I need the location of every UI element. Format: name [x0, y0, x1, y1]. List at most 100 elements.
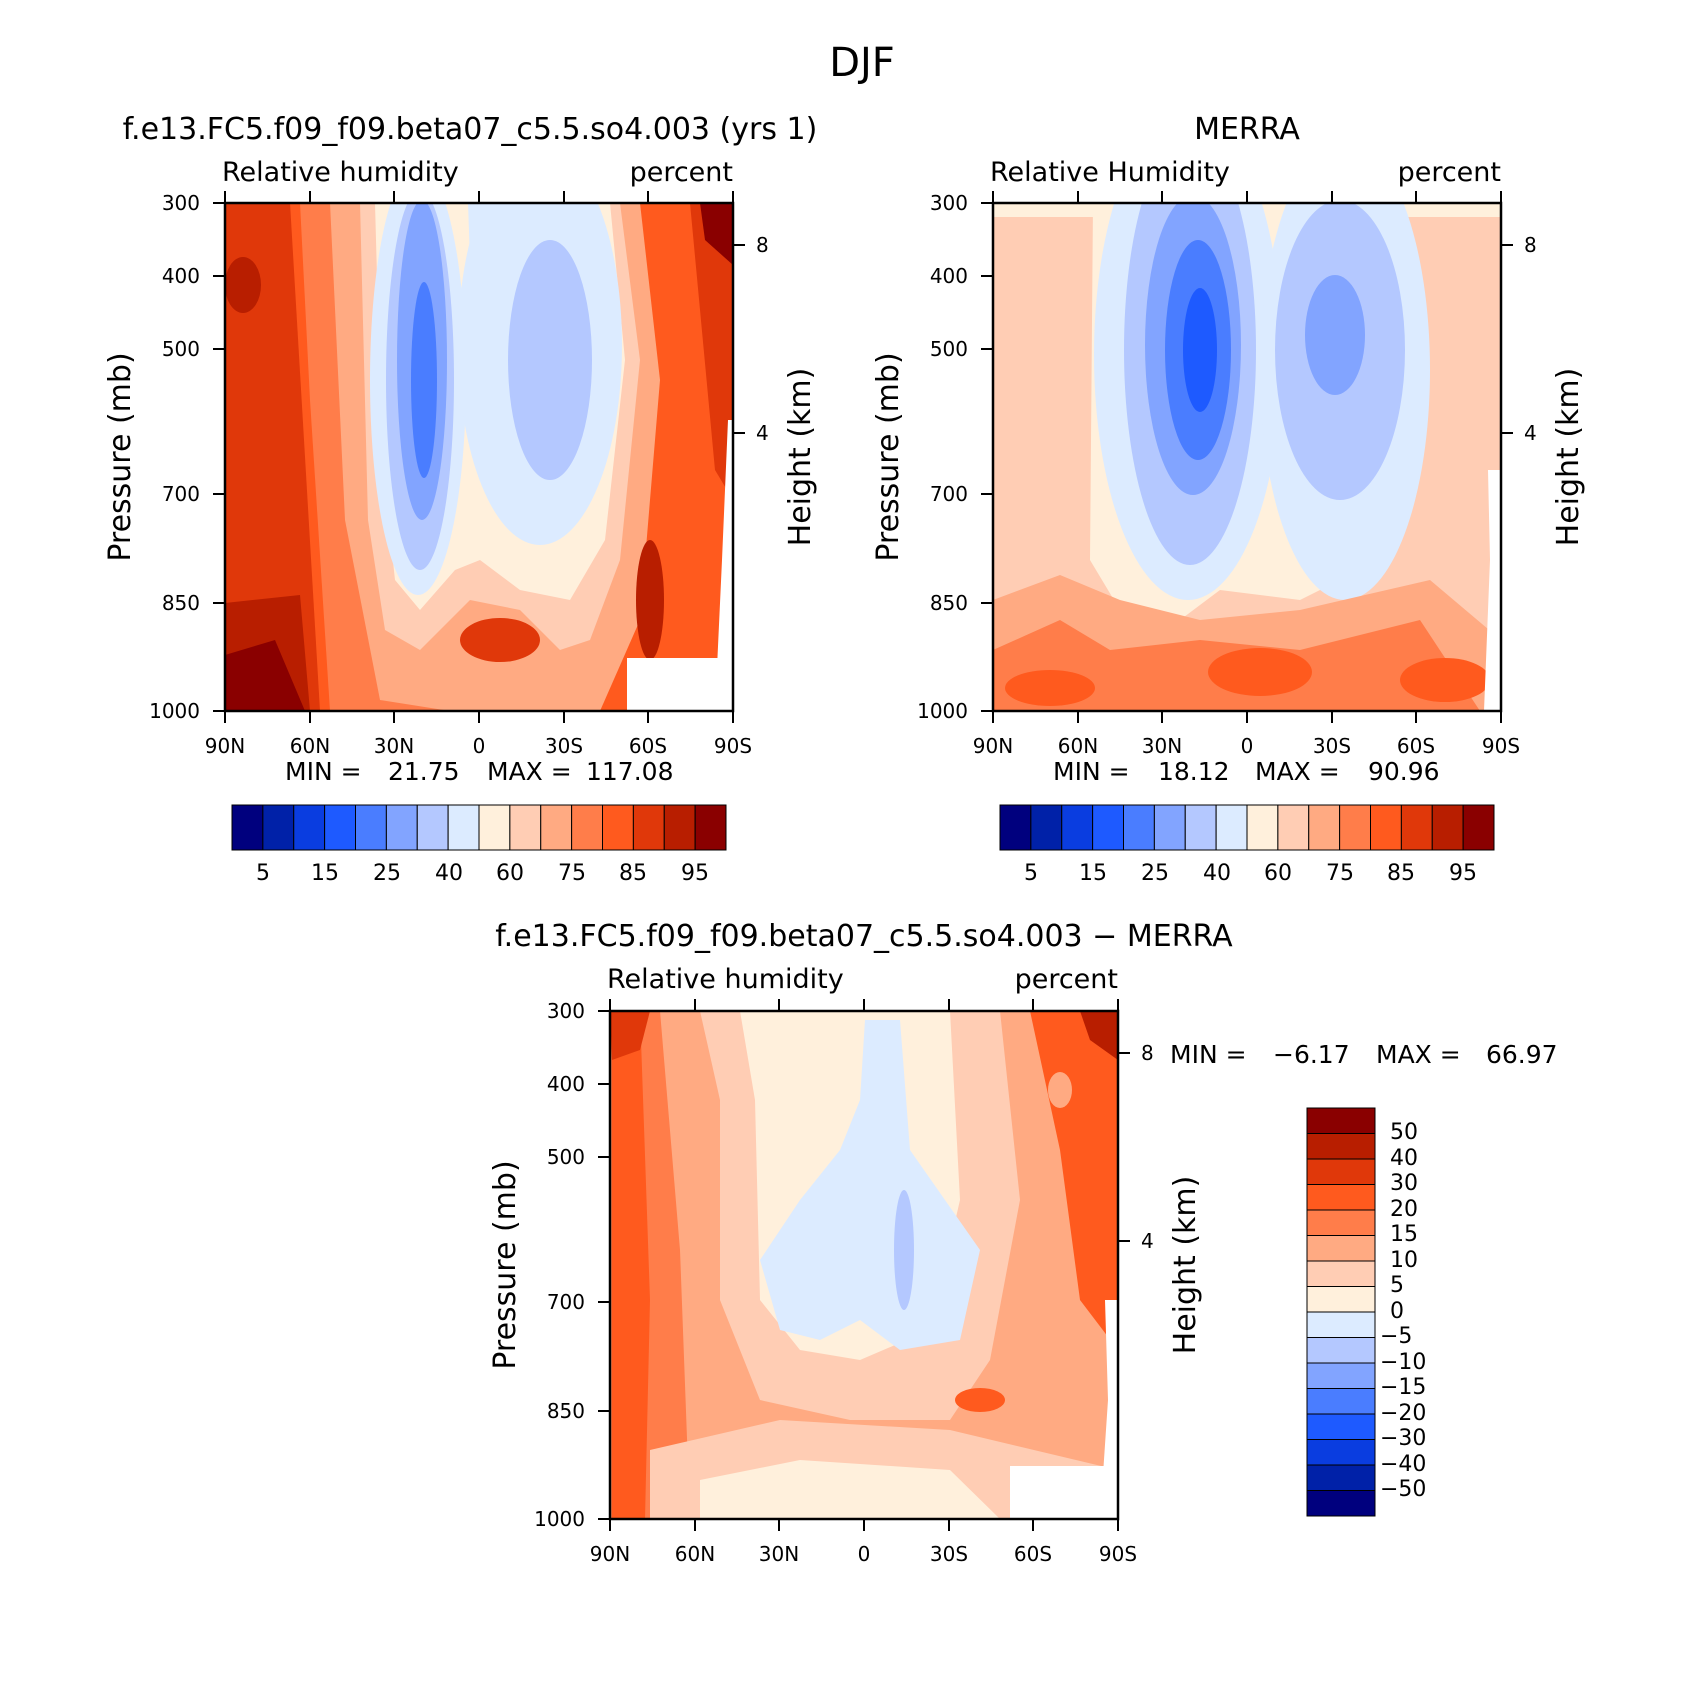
panel-model-colorbar-label: 85 [619, 861, 647, 886]
panel-difference-xtick: 90N [590, 1542, 630, 1566]
panel-merra-ticks [981, 191, 1513, 723]
panel-difference-colorbar-swatch [1306, 1388, 1376, 1415]
panel-model-colorbar-swatch [602, 804, 634, 851]
panel-model-ytick: 300 [162, 191, 200, 215]
panel-model-max-label: MAX = [487, 757, 572, 786]
panel-difference-ticks [598, 999, 1130, 1531]
panel-merra-xtick: 30N [1142, 734, 1182, 758]
panel-merra-ytick: 500 [930, 337, 968, 361]
panel-model-colorbar-swatch [663, 804, 696, 851]
panel-difference-xtick: 30N [759, 1542, 799, 1566]
panel-difference-colorbar-swatch [1306, 1107, 1376, 1134]
panel-difference-colorbar-swatch [1306, 1490, 1376, 1517]
panel-model-ticks [213, 191, 745, 723]
panel-difference-colorbar [1306, 1107, 1376, 1517]
panel-difference-ylabel: Pressure (mb) [488, 1160, 523, 1369]
panel-model-colorbar [231, 804, 727, 851]
panel-difference-colorbar-swatch [1306, 1260, 1376, 1287]
panel-merra-ytick: 850 [930, 591, 968, 615]
panel-merra-colorbar-swatch [1246, 804, 1279, 851]
panel-difference: f.e13.FC5.f09_f09.beta07_c5.5.so4.003 − … [488, 919, 1558, 1566]
panel-model-variable: Relative humidity [222, 157, 459, 188]
panel-model-colorbar-swatch [262, 804, 295, 851]
panel-difference-title: f.e13.FC5.f09_f09.beta07_c5.5.so4.003 − … [495, 919, 1233, 954]
panel-model-xtick: 60S [629, 734, 667, 758]
panel-difference-xtick: 30S [930, 1542, 968, 1566]
panel-difference-variable: Relative humidity [607, 964, 844, 995]
panel-merra-colorbar-label: 75 [1326, 861, 1354, 886]
panel-difference-colorbar-swatch [1306, 1286, 1376, 1313]
panel-difference-colorbar-swatch [1306, 1362, 1376, 1389]
panel-model-colorbar-swatch [694, 804, 727, 851]
panel-difference-colorbar-label: −50 [1380, 1477, 1426, 1502]
panel-model-ytick: 700 [162, 482, 200, 506]
panel-difference-xtick: 60N [675, 1542, 715, 1566]
panel-model-colorbar-swatch [447, 804, 480, 851]
panel-model-colorbar-swatch [571, 804, 603, 851]
panel-merra-min-value: 18.12 [1158, 757, 1230, 786]
panel-merra-contours [993, 203, 1501, 711]
panel-merra-colorbar-label: 40 [1203, 861, 1231, 886]
panel-merra-colorbar-swatch [999, 804, 1032, 851]
panel-model-ytick: 1000 [149, 699, 200, 723]
panel-difference-colorbar-label: −30 [1380, 1426, 1426, 1451]
panel-merra-units: percent [1398, 157, 1501, 188]
panel-merra-variable: Relative Humidity [990, 157, 1230, 188]
panel-model-xtick: 90S [714, 734, 752, 758]
panel-merra-ylabel: Pressure (mb) [871, 352, 906, 561]
panel-difference-colorbar-swatch [1306, 1311, 1376, 1338]
panel-merra-colorbar-swatch [1092, 804, 1124, 851]
panel-merra-xtick: 90S [1482, 734, 1520, 758]
panel-difference-colorbar-swatch [1306, 1209, 1376, 1236]
panel-difference-colorbar-label: 30 [1390, 1171, 1418, 1196]
panel-difference-colorbar-label: −15 [1380, 1375, 1426, 1400]
panel-difference-colorbar-label: 10 [1390, 1248, 1418, 1273]
panel-difference-colorbar-label: 15 [1390, 1222, 1418, 1247]
panel-difference-xtick: 60S [1014, 1542, 1052, 1566]
panel-difference-ylabel-right: Height (km) [1168, 1176, 1203, 1355]
panel-difference-min-label: MIN = [1170, 1040, 1247, 1069]
panel-difference-colorbar-swatch [1306, 1235, 1376, 1262]
panel-merra-colorbar-swatch [1277, 804, 1310, 851]
panel-model-colorbar-swatch [632, 804, 665, 851]
panel-merra-max-value: 90.96 [1368, 757, 1440, 786]
panel-model-min-label: MIN = [285, 757, 362, 786]
panel-merra-colorbar-swatch [1184, 804, 1217, 851]
panel-difference-contours [610, 1011, 1118, 1519]
panel-model-xtick: 30S [545, 734, 583, 758]
panel-merra-colorbar-swatch [1370, 804, 1402, 851]
panel-merra-colorbar-swatch [1308, 804, 1341, 851]
panel-difference-ytick-right: 4 [1141, 1229, 1154, 1253]
panel-merra-ylabel-right: Height (km) [1551, 368, 1586, 547]
panel-merra-colorbar-swatch [1061, 804, 1094, 851]
panel-difference-colorbar-swatch [1306, 1158, 1376, 1185]
panel-merra-ytick: 400 [930, 264, 968, 288]
panel-model-xtick: 60N [290, 734, 330, 758]
panel-merra-colorbar-label: 95 [1449, 861, 1477, 886]
panel-model-ylabel: Pressure (mb) [103, 352, 138, 561]
panel-merra-colorbar-swatch [1030, 804, 1063, 851]
panel-difference-ytick: 300 [547, 999, 585, 1023]
panel-model-ytick-right: 4 [756, 421, 769, 445]
panel-merra-title: MERRA [1194, 112, 1300, 147]
panel-model-colorbar-label: 95 [681, 861, 709, 886]
panel-model-colorbar-label: 25 [373, 861, 401, 886]
panel-merra-colorbar-swatch [1462, 804, 1495, 851]
panel-difference-max-label: MAX = [1376, 1040, 1461, 1069]
panel-merra-colorbar-swatch [1339, 804, 1371, 851]
panel-model-ylabel-right: Height (km) [783, 368, 818, 547]
panel-model-colorbar-label: 40 [435, 861, 463, 886]
panel-model-xtick: 0 [473, 734, 486, 758]
panel-model-colorbar-swatch [293, 804, 326, 851]
panel-difference-colorbar-label: −20 [1380, 1401, 1426, 1426]
panel-difference-xtick: 90S [1099, 1542, 1137, 1566]
panel-model-ytick: 500 [162, 337, 200, 361]
panel-merra-ytick: 300 [930, 191, 968, 215]
panel-merra-xtick: 30S [1313, 734, 1351, 758]
panel-model-contours [225, 203, 733, 711]
panel-merra-ytick-right: 8 [1524, 233, 1537, 257]
panel-difference-ytick: 400 [547, 1072, 585, 1096]
panel-difference-colorbar-swatch [1306, 1413, 1376, 1440]
panel-merra-ytick: 700 [930, 482, 968, 506]
panel-difference-min-value: −6.17 [1273, 1040, 1350, 1069]
